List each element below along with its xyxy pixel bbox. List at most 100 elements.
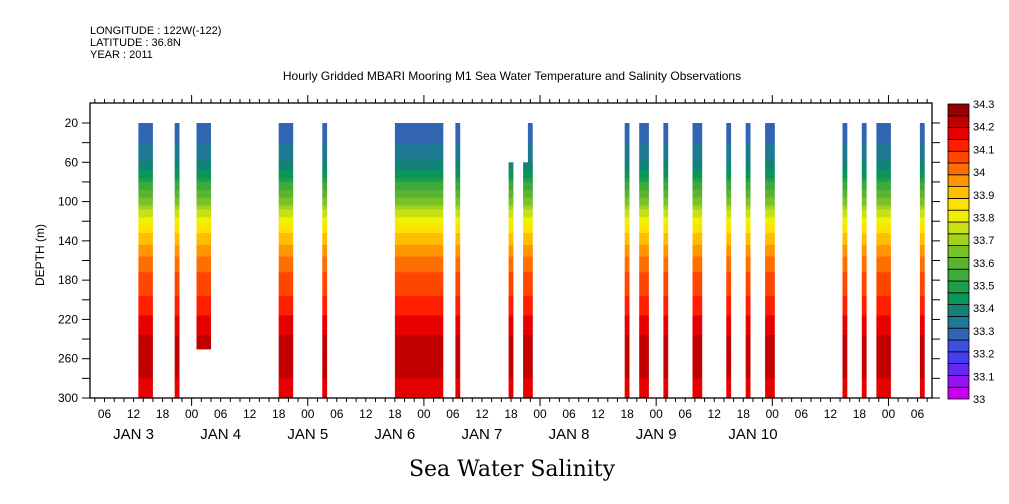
data-cell [876, 311, 891, 316]
data-cell [692, 229, 703, 234]
data-cell [624, 323, 630, 328]
data-cell [278, 154, 294, 159]
data-cell [726, 362, 732, 367]
data-cell [508, 260, 514, 265]
data-cell [663, 225, 669, 230]
data-cell [745, 272, 751, 277]
data-cell [692, 331, 703, 336]
data-cell [508, 335, 514, 340]
data-cell [394, 268, 444, 273]
data-cell [765, 374, 775, 379]
data-cell [523, 272, 533, 277]
data-cell [639, 240, 649, 246]
colorbar-swatch [947, 103, 970, 117]
data-cell [624, 362, 630, 367]
data-cell [663, 197, 669, 202]
data-cell [174, 248, 180, 254]
data-cell [394, 272, 444, 277]
data-cell [174, 323, 180, 328]
data-cell [508, 268, 514, 273]
data-cell [322, 264, 328, 269]
data-cell [523, 354, 533, 360]
data-cell [138, 291, 153, 297]
data-cell [322, 185, 328, 191]
data-cell [138, 378, 153, 383]
data-cell [663, 189, 669, 195]
data-cell [765, 264, 775, 269]
data-cell [861, 201, 867, 206]
data-cell [455, 126, 461, 132]
data-cell [508, 339, 514, 344]
data-cell [745, 370, 751, 375]
data-cell [842, 358, 848, 364]
data-cell [138, 370, 153, 375]
data-cell [174, 256, 180, 261]
data-cell [455, 323, 461, 328]
data-cell [523, 319, 533, 324]
data-cell [692, 138, 703, 144]
data-cell [455, 225, 461, 230]
data-cell [842, 134, 848, 140]
data-cell [138, 311, 153, 316]
data-cell [394, 233, 444, 238]
data-cell [765, 350, 775, 356]
data-cell [663, 252, 669, 257]
data-cell [842, 126, 848, 132]
data-cell [523, 311, 533, 316]
data-cell [876, 130, 891, 136]
data-cell [138, 233, 153, 238]
data-cell [508, 284, 514, 289]
data-cell [726, 209, 732, 214]
data-cell [508, 295, 514, 301]
data-cell [842, 181, 848, 187]
data-cell [508, 319, 514, 324]
data-cell [639, 138, 649, 144]
data-cell [639, 142, 649, 147]
data-cell [745, 354, 751, 360]
data-cell [726, 335, 732, 340]
data-cell [861, 221, 867, 226]
data-cell [523, 378, 533, 383]
data-cell [692, 154, 703, 159]
data-cell [639, 339, 649, 344]
data-cell [726, 343, 732, 348]
data-cell [663, 323, 669, 328]
data-cell [138, 166, 153, 171]
x-tick-label: 06 [562, 407, 576, 421]
x-day-label: JAN 8 [549, 426, 590, 443]
data-cell [842, 205, 848, 210]
data-cell [692, 244, 703, 250]
data-cell [861, 170, 867, 175]
data-cell [663, 299, 669, 305]
data-cell [508, 213, 514, 218]
data-cell [692, 339, 703, 344]
data-cell [861, 272, 867, 277]
data-cell [322, 370, 328, 375]
data-cell [663, 370, 669, 375]
data-cell [322, 252, 328, 257]
data-cell [508, 378, 514, 383]
data-cell [624, 178, 630, 183]
x-tick-label: 00 [185, 407, 199, 421]
data-cell [692, 358, 703, 364]
data-cell [394, 319, 444, 324]
data-cell [624, 288, 630, 293]
data-cell [138, 221, 153, 226]
data-cell [745, 319, 751, 324]
x-tick-label: 12 [591, 407, 605, 421]
data-cell [692, 209, 703, 214]
data-cell [745, 303, 751, 309]
data-cell [692, 295, 703, 301]
data-cell [842, 142, 848, 147]
data-cell [861, 150, 867, 155]
data-cell [663, 174, 669, 179]
data-cell [639, 205, 649, 210]
data-cell [174, 229, 180, 234]
data-cell [624, 303, 630, 309]
data-cell [726, 205, 732, 210]
data-cell [663, 185, 669, 191]
data-cell [639, 319, 649, 324]
data-cell [876, 193, 891, 199]
data-cell [745, 374, 751, 379]
x-tick-label: 00 [301, 407, 315, 421]
